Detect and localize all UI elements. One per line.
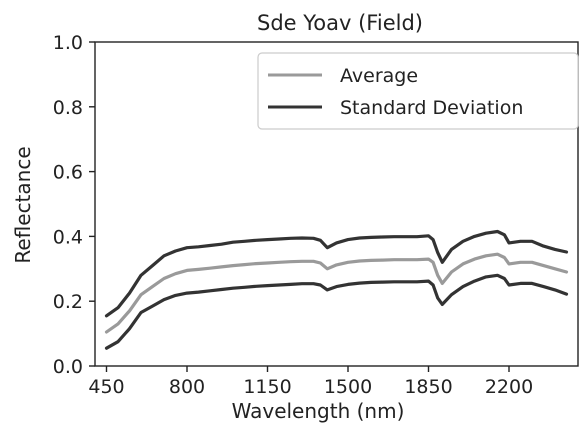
series-line-upper: [104, 229, 569, 318]
x-axis-label: Wavelength (nm): [232, 399, 405, 423]
y-axis-label: Reflectance: [11, 146, 35, 263]
y-tick-label-0: 0.0: [53, 356, 83, 378]
y-tick-label-4: 0.8: [53, 97, 83, 119]
y-tick-label-5: 1.0: [53, 32, 83, 54]
plot-frame: [94, 41, 579, 367]
legend-box: [257, 52, 579, 130]
y-tick-label-3: 0.6: [53, 162, 83, 184]
series-line-lower: [104, 273, 569, 350]
y-tick-label-2: 0.4: [53, 226, 83, 248]
x-tick-label-800: 800: [169, 376, 205, 398]
y-tick-label-1: 0.2: [53, 291, 83, 313]
x-tick-label-1500: 1500: [324, 376, 372, 398]
series-line-mean: [104, 252, 569, 334]
x-tick-label-450: 450: [88, 376, 124, 398]
legend-label-standard-deviation: Standard Deviation: [340, 97, 523, 119]
x-tick-label-1850: 1850: [404, 376, 452, 398]
plot-area: 450 800 1150 1500 1850 2200 0.0 0.2 0.4 0.6 0.8 1.0: [53, 32, 579, 398]
legend-label-average: Average: [340, 65, 418, 87]
legend: Average Standard Deviation: [257, 52, 579, 130]
x-tick-label-1150: 1150: [243, 376, 291, 398]
chart-title: Sde Yoav (Field): [257, 11, 423, 35]
x-tick-label-2200: 2200: [485, 376, 533, 398]
